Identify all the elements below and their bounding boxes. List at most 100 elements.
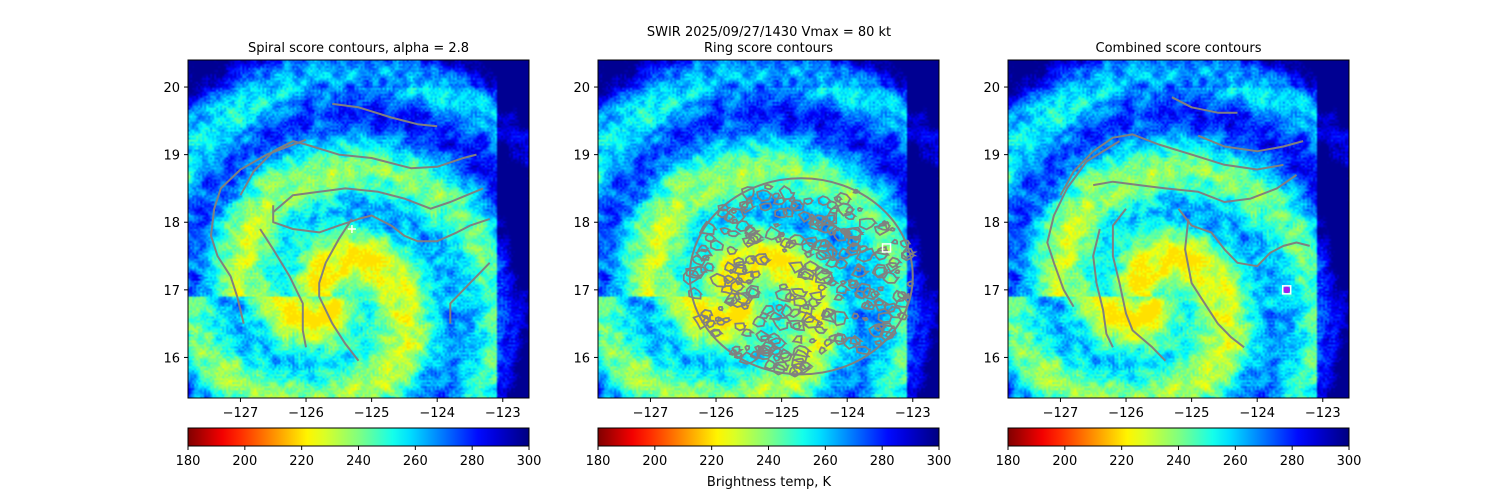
colorbar-tick-label: 300 xyxy=(517,454,542,469)
contour-line-6 xyxy=(259,228,307,348)
colorbar-tick-label: 200 xyxy=(1052,454,1077,469)
ring-contour xyxy=(897,291,911,300)
ring-contour xyxy=(814,269,835,285)
figure-suptitle: SWIR 2025/09/27/1430 Vmax = 80 kt xyxy=(647,25,891,40)
ring-contour xyxy=(741,236,758,249)
ring-contour xyxy=(704,262,715,272)
center-marker xyxy=(1281,285,1292,295)
ring-contour xyxy=(853,265,862,272)
ring-contour xyxy=(827,310,850,327)
ring-contour xyxy=(823,338,835,348)
ring-contour xyxy=(744,224,756,236)
ring-contour xyxy=(739,200,750,208)
ring-contour xyxy=(855,247,876,263)
ring-contour xyxy=(701,316,714,324)
ring-contour xyxy=(724,297,736,305)
ring-contour xyxy=(841,336,861,350)
ring-contour xyxy=(740,201,757,214)
brightness-temp-image xyxy=(1008,60,1349,398)
ring-contour xyxy=(735,219,754,233)
ring-contour xyxy=(828,207,839,214)
ring-contour xyxy=(808,290,827,301)
y-tick-label: 16 xyxy=(573,351,590,366)
colorbar-tick-label: 260 xyxy=(403,454,428,469)
y-tick-label: 20 xyxy=(983,81,1000,96)
ring-contour xyxy=(709,272,731,288)
colorbar-tick-label: 220 xyxy=(699,454,724,469)
ring-contour xyxy=(709,239,725,251)
ring-contour xyxy=(780,303,794,319)
ring-contour xyxy=(894,297,910,308)
ring-contour xyxy=(877,312,894,324)
ring-contour xyxy=(862,299,876,311)
ring-contour xyxy=(850,264,871,278)
ring-contour xyxy=(821,307,837,324)
ring-contour xyxy=(750,270,762,279)
ring-contour xyxy=(690,265,708,278)
x-tick-label: −126 xyxy=(1108,406,1144,421)
panel-2: Ring score contours −127 −126 −125 −124 −123 1… xyxy=(573,41,951,469)
ring-contour xyxy=(873,224,893,236)
ring-contour xyxy=(791,357,806,370)
ring-contour xyxy=(892,289,907,303)
colorbar-tick-label: 180 xyxy=(176,454,201,469)
contour-line-8 xyxy=(449,262,491,324)
x-tick-label: −125 xyxy=(1174,406,1210,421)
colorbar-tick-label: 300 xyxy=(1337,454,1362,469)
ring-contour xyxy=(740,328,756,337)
contour-line-5 xyxy=(1111,208,1167,362)
x-tick-label: −123 xyxy=(895,406,931,421)
ring-contour xyxy=(697,244,710,253)
colorbar-tick-label: 260 xyxy=(1223,454,1248,469)
contour-line-3 xyxy=(1059,133,1284,196)
ring-contour xyxy=(702,254,710,261)
ring-contour xyxy=(747,286,762,298)
contour-line-2 xyxy=(239,140,477,196)
ring-contour xyxy=(687,286,703,300)
ring-contour xyxy=(749,350,762,359)
ring-contour xyxy=(819,239,832,248)
ring-contour xyxy=(797,267,817,281)
ring-contour xyxy=(787,261,807,274)
ring-contour xyxy=(825,248,838,258)
ring-contour xyxy=(698,220,718,236)
contour-line-5 xyxy=(318,218,360,362)
colorbar-tick-label: 180 xyxy=(586,454,611,469)
ring-contour xyxy=(760,304,775,316)
ring-contour xyxy=(790,287,809,298)
ring-contour xyxy=(758,202,773,212)
ring-contour xyxy=(815,250,830,261)
x-tick-label: −125 xyxy=(354,406,390,421)
ring-contour xyxy=(728,268,737,275)
ring-contour xyxy=(816,321,824,327)
colorbar-label: Brightness temp, K xyxy=(707,475,832,490)
ring-contour xyxy=(756,189,774,202)
y-tick-label: 17 xyxy=(983,284,1000,299)
ring-contour xyxy=(778,348,795,360)
x-tick-label: −123 xyxy=(1305,406,1341,421)
y-tick-label: 16 xyxy=(983,351,1000,366)
ring-contour xyxy=(769,337,788,351)
ring-contour xyxy=(755,329,774,343)
colorbar-tick-label: 220 xyxy=(1109,454,1134,469)
ring-contour xyxy=(856,263,864,268)
ring-contour xyxy=(740,186,755,201)
ring-contour xyxy=(889,226,896,232)
ring-contour xyxy=(744,344,751,352)
y-tick-label: 16 xyxy=(163,351,180,366)
y-tick-label: 19 xyxy=(573,149,590,164)
ring-contour xyxy=(768,311,783,321)
ring-contour xyxy=(803,260,823,272)
ring-contour xyxy=(874,249,891,261)
ring-contour xyxy=(803,251,816,259)
ring-contour xyxy=(723,292,742,307)
ring-contour xyxy=(730,208,738,215)
ring-contour xyxy=(801,311,817,324)
ring-contour xyxy=(782,206,795,218)
ring-contour xyxy=(873,297,891,312)
ring-contour xyxy=(835,284,852,294)
ring-contour xyxy=(786,234,808,246)
ring-contour xyxy=(717,306,724,312)
x-tick-label: −123 xyxy=(485,406,521,421)
